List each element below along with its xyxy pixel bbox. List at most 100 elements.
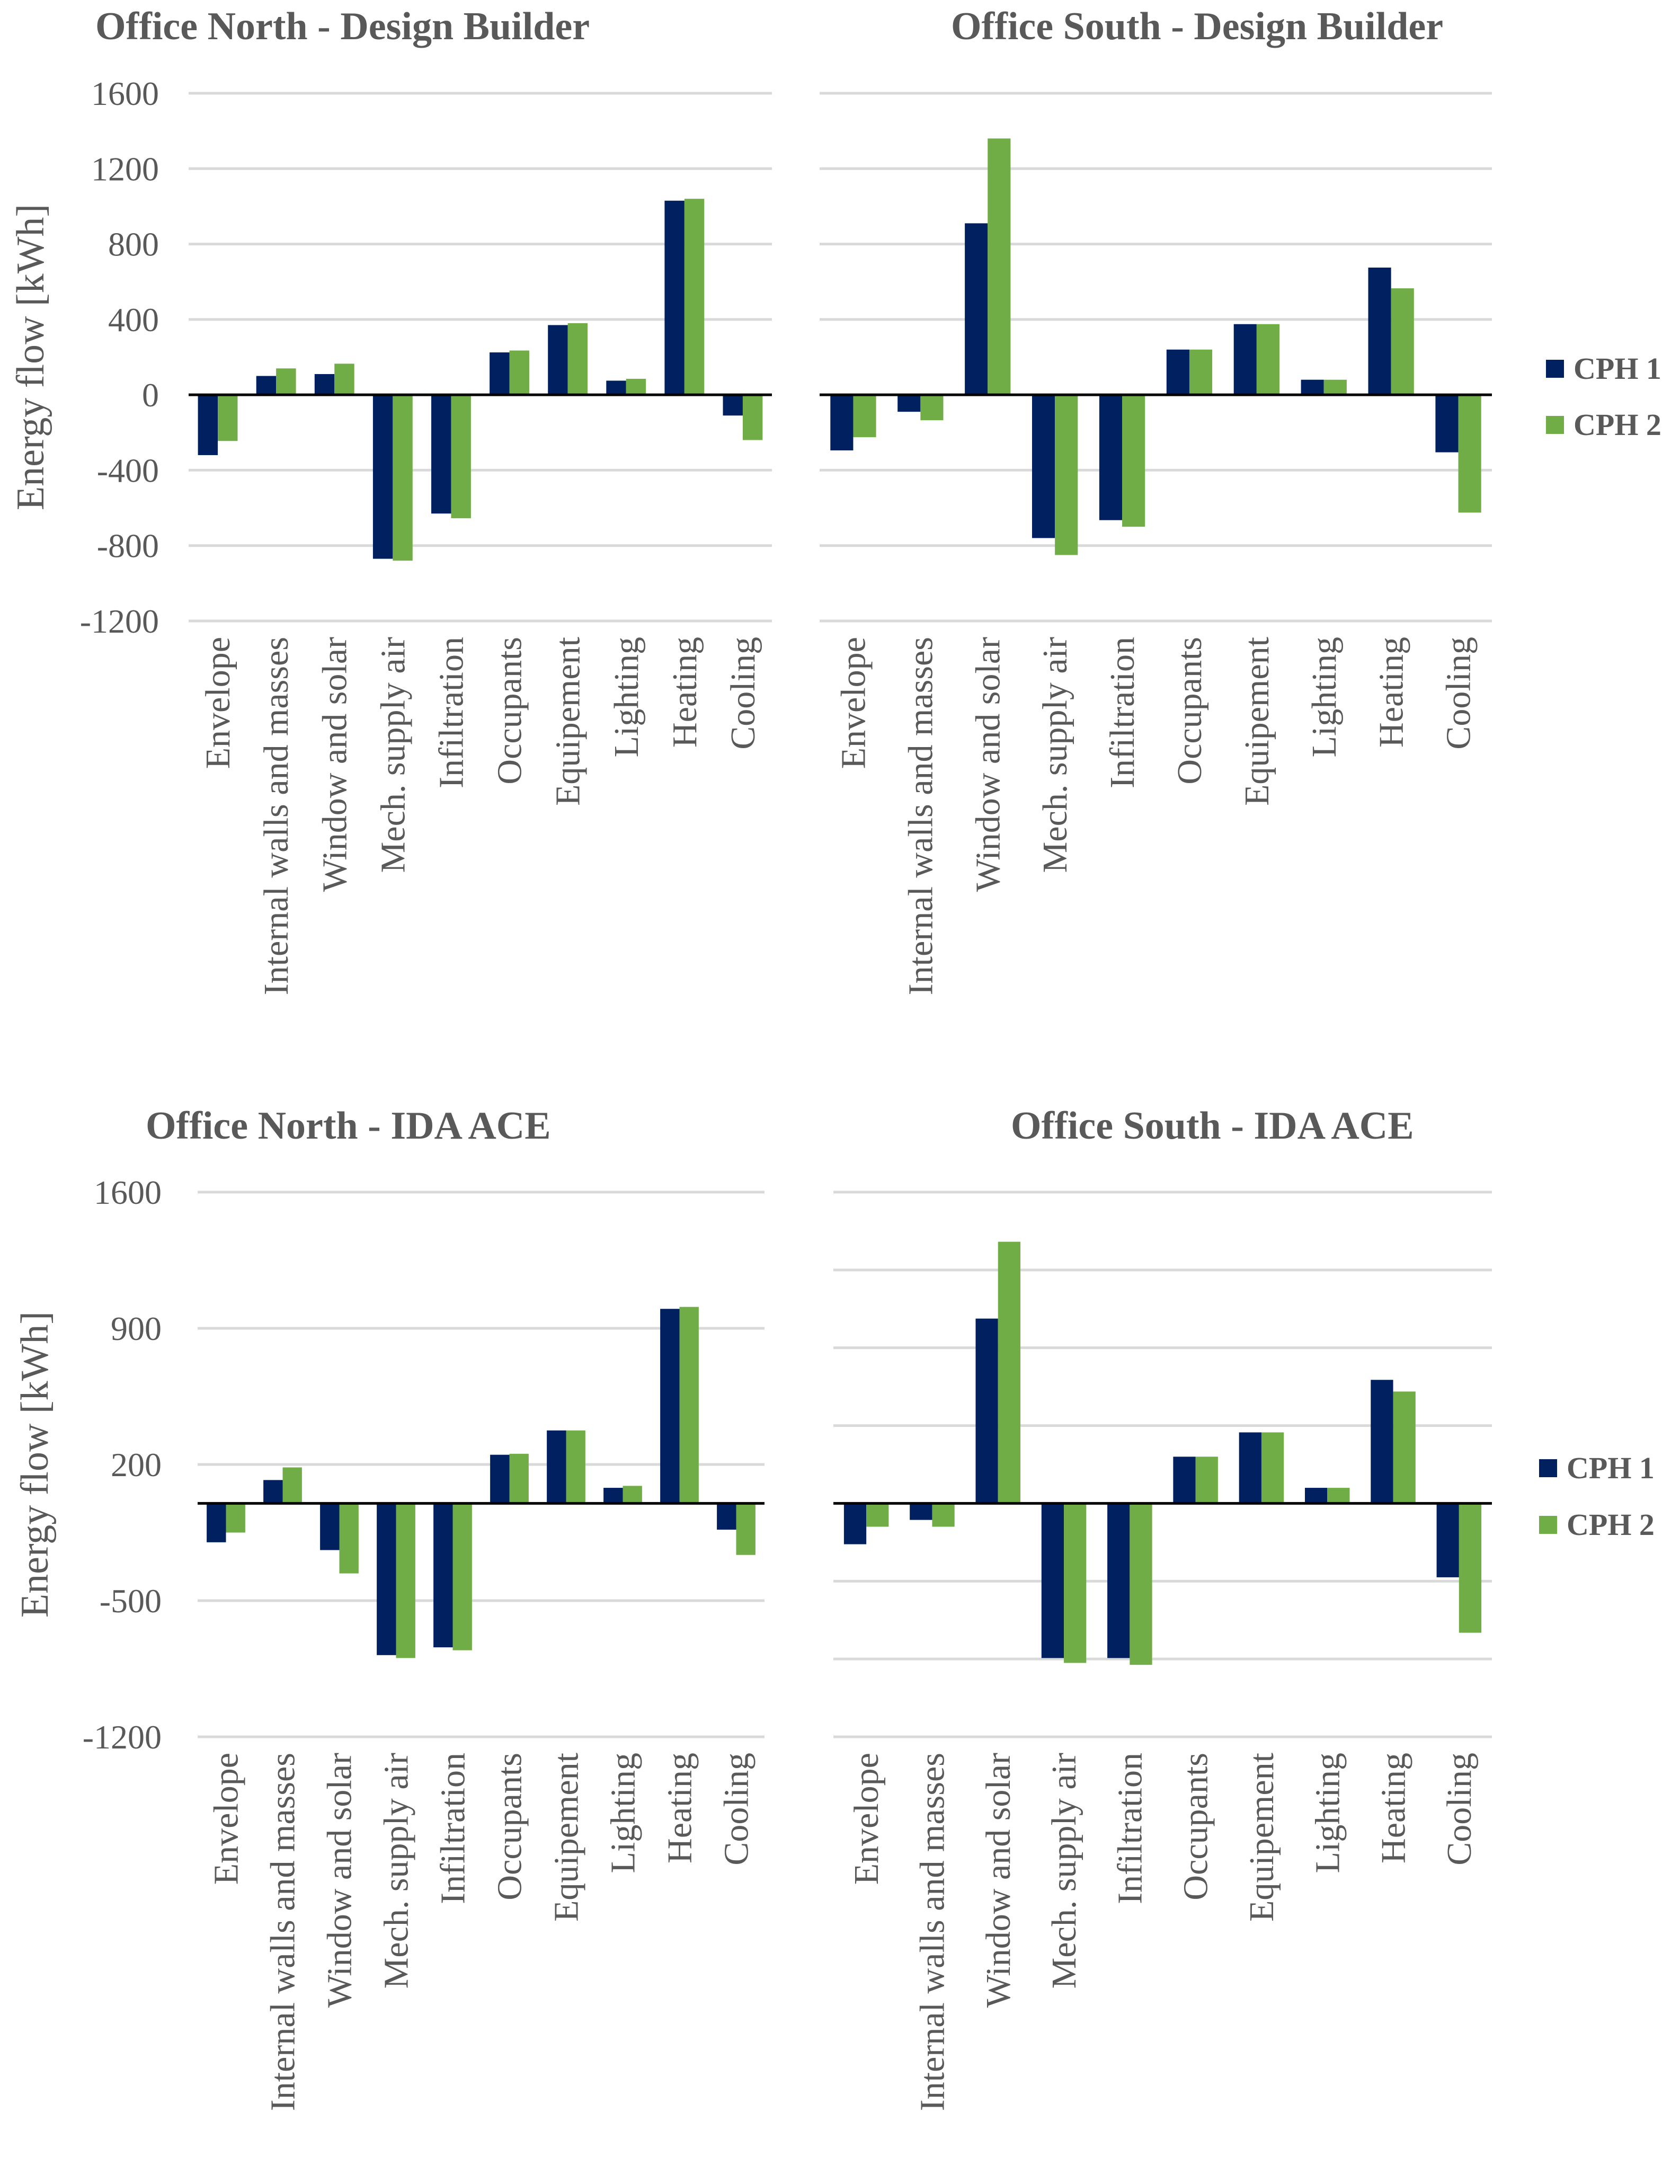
bar-cph-2-7 [1256, 324, 1279, 395]
bar-cph-1-5 [1107, 1503, 1130, 1658]
bar-cph-1-7 [548, 325, 568, 395]
bar-cph-2-2 [932, 1503, 955, 1527]
x-category-label: Occupants [491, 637, 529, 785]
legend-label: CPH 2 [1574, 407, 1661, 442]
bar-cph-1-4 [1032, 395, 1055, 538]
y-axis-label: Energy flow [kWh] [13, 1311, 57, 1618]
bar-cph-1-5 [1099, 395, 1123, 520]
legend-label: CPH 1 [1567, 1451, 1655, 1485]
bar-cph-2-10 [1458, 395, 1481, 513]
bar-cph-1-2 [897, 395, 921, 412]
x-category-label: Mech. supply air [377, 1753, 416, 1988]
y-tick-label: 0 [142, 376, 159, 414]
y-tick-label: 1200 [91, 150, 159, 188]
bar-cph-2-9 [684, 199, 705, 395]
bar-cph-1-8 [603, 1488, 623, 1504]
x-category-label: Window and solar [315, 637, 354, 892]
bar-cph-1-1 [198, 395, 218, 455]
x-category-label: Cooling [1440, 1753, 1479, 1866]
x-category-label: Window and solar [979, 1753, 1018, 2008]
bar-cph-1-2 [910, 1503, 932, 1520]
x-category-label: Internal walls and masses [264, 1753, 303, 2111]
x-category-label: Mech. supply air [374, 637, 412, 873]
legend-swatch-cph-1 [1539, 1459, 1557, 1477]
bar-cph-1-2 [256, 376, 277, 395]
bar-cph-2-1 [866, 1503, 889, 1527]
bar-cph-1-7 [1239, 1432, 1261, 1504]
bar-cph-2-8 [623, 1486, 642, 1504]
bar-cph-1-10 [723, 395, 743, 416]
bar-cph-2-5 [1130, 1503, 1152, 1665]
x-category-label: Heating [1374, 1753, 1413, 1863]
y-tick-label: -800 [97, 527, 159, 565]
bar-cph-1-2 [263, 1480, 283, 1504]
bar-cph-2-4 [393, 395, 413, 561]
x-category-label: Heating [665, 637, 704, 748]
x-category-label: Envelope [207, 1753, 246, 1885]
x-category-label: Equipement [549, 637, 588, 806]
bar-cph-1-7 [547, 1430, 566, 1504]
y-tick-label: -400 [97, 451, 159, 489]
x-category-label: Lighting [604, 1753, 643, 1873]
bar-cph-1-10 [717, 1503, 736, 1530]
x-category-label: Cooling [717, 1753, 756, 1866]
x-category-label: Window and solar [321, 1753, 359, 2008]
legend-label: CPH 2 [1567, 1507, 1655, 1542]
x-category-label: Cooling [724, 637, 762, 750]
x-category-label: Mech. supply air [1036, 637, 1074, 873]
bar-cph-2-2 [276, 368, 296, 395]
y-tick-label: -500 [100, 1582, 162, 1620]
x-category-label: Equipement [547, 1753, 586, 1922]
y-tick-label: 1600 [94, 1174, 162, 1211]
bar-cph-2-9 [1391, 288, 1414, 395]
bar-cph-1-3 [975, 1318, 998, 1504]
bar-cph-2-2 [282, 1467, 302, 1504]
chart-panel-2: Office South - Design Builder Envelope Int… [820, 5, 1661, 995]
y-tick-label: 400 [108, 301, 159, 339]
y-tick-label: 1600 [91, 75, 159, 112]
bar-cph-2-8 [1323, 379, 1347, 395]
bar-cph-1-4 [377, 1503, 396, 1655]
bar-cph-1-1 [843, 1503, 867, 1544]
x-category-label: Mech. supply air [1045, 1753, 1083, 1988]
x-category-label: Infiltration [434, 1753, 473, 1904]
chart-title: Office South - Design Builder [951, 5, 1443, 48]
y-axis-label: Energy flow [kWh] [9, 204, 52, 510]
bar-cph-2-3 [339, 1503, 359, 1574]
bar-cph-2-4 [1055, 395, 1078, 555]
bar-cph-2-3 [334, 363, 354, 395]
y-tick-label: -1200 [83, 1718, 162, 1756]
x-category-label: Lighting [1308, 1753, 1347, 1873]
bar-cph-2-4 [1064, 1503, 1087, 1663]
bar-cph-2-7 [566, 1430, 585, 1504]
x-category-label: Envelope [199, 637, 237, 769]
bar-cph-1-10 [1436, 1503, 1459, 1577]
bar-cph-1-3 [314, 374, 335, 395]
x-category-label: Heating [1372, 637, 1411, 748]
bar-cph-2-10 [736, 1503, 755, 1555]
bar-cph-2-9 [1393, 1391, 1416, 1504]
y-tick-label: -1200 [80, 602, 159, 640]
bar-cph-1-1 [207, 1503, 226, 1542]
bar-cph-1-7 [1233, 324, 1257, 395]
bar-cph-1-4 [372, 395, 393, 559]
x-category-label: Lighting [1305, 637, 1344, 757]
x-category-label: Internal walls and masses [901, 637, 940, 995]
bar-cph-1-9 [660, 1309, 680, 1504]
x-category-label: Lighting [607, 637, 646, 757]
legend-swatch-cph-2 [1539, 1516, 1557, 1534]
y-tick-label: 800 [108, 226, 159, 263]
legend-swatch-cph-2 [1546, 416, 1564, 434]
bar-cph-2-10 [742, 395, 763, 440]
x-category-label: Occupants [1170, 637, 1209, 785]
bar-cph-2-1 [853, 395, 876, 438]
x-category-label: Heating [661, 1753, 699, 1863]
bar-cph-1-6 [490, 352, 510, 395]
y-tick-label: 900 [111, 1310, 162, 1347]
bar-cph-1-10 [1435, 395, 1459, 452]
x-category-label: Cooling [1439, 637, 1478, 750]
y-tick-label: 200 [111, 1446, 162, 1484]
bar-cph-2-2 [920, 395, 944, 421]
